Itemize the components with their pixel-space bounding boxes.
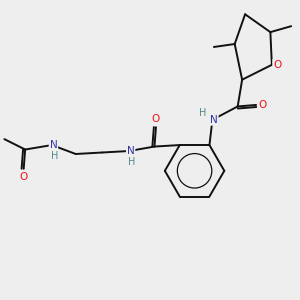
Text: H: H	[51, 152, 58, 161]
Text: O: O	[20, 172, 28, 182]
Text: N: N	[127, 146, 135, 156]
Text: N: N	[50, 140, 57, 150]
Text: H: H	[199, 108, 207, 118]
Text: O: O	[152, 114, 160, 124]
Text: N: N	[210, 115, 218, 125]
Text: O: O	[273, 60, 281, 70]
Text: O: O	[259, 100, 267, 110]
Text: H: H	[128, 157, 135, 167]
